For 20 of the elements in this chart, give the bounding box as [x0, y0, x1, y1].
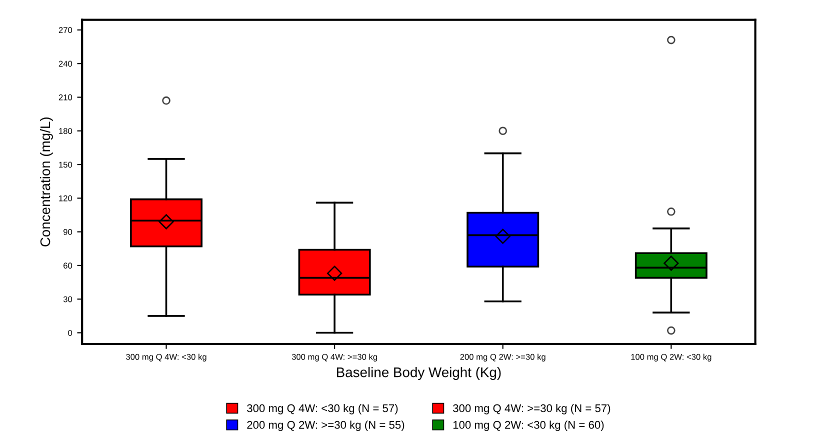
- x-tick-label: 200 mg Q 2W: >=30 kg: [460, 354, 546, 362]
- y-tick-label: 60: [64, 262, 72, 269]
- y-tick-label: 270: [58, 27, 72, 34]
- y-tick-label: 150: [59, 162, 72, 168]
- y-tick-label: 120: [59, 195, 72, 202]
- y-tick-label: 30: [63, 296, 72, 302]
- x-tick-label: 300 mg Q 4W: <30 kg: [126, 354, 206, 362]
- legend-label: 300 mg Q 4W: <30 kg (N = 57): [247, 404, 398, 414]
- y-tick-label: 240: [58, 60, 72, 67]
- legend-label: 200 mg Q 2W: >=30 kg (N = 55): [247, 420, 404, 431]
- legend-label: 300 mg Q 4W: >=30 kg (N = 57): [453, 404, 610, 414]
- legend-label: 100 mg Q 2W: <30 kg (N = 60): [453, 420, 604, 431]
- y-axis-title: Concentration (mg/L): [40, 118, 53, 246]
- x-tick-label: 300 mg Q 4W: >=30 kg: [292, 354, 378, 362]
- x-tick-label: 100 mg Q 2W: <30 kg: [631, 354, 712, 362]
- y-tick-label: 0: [68, 330, 72, 336]
- y-tick-label: 180: [59, 128, 72, 134]
- y-tick-label: 210: [58, 94, 72, 100]
- x-axis-title: Baseline Body Weight (Kg): [336, 367, 501, 380]
- y-tick-label: 90: [64, 229, 72, 235]
